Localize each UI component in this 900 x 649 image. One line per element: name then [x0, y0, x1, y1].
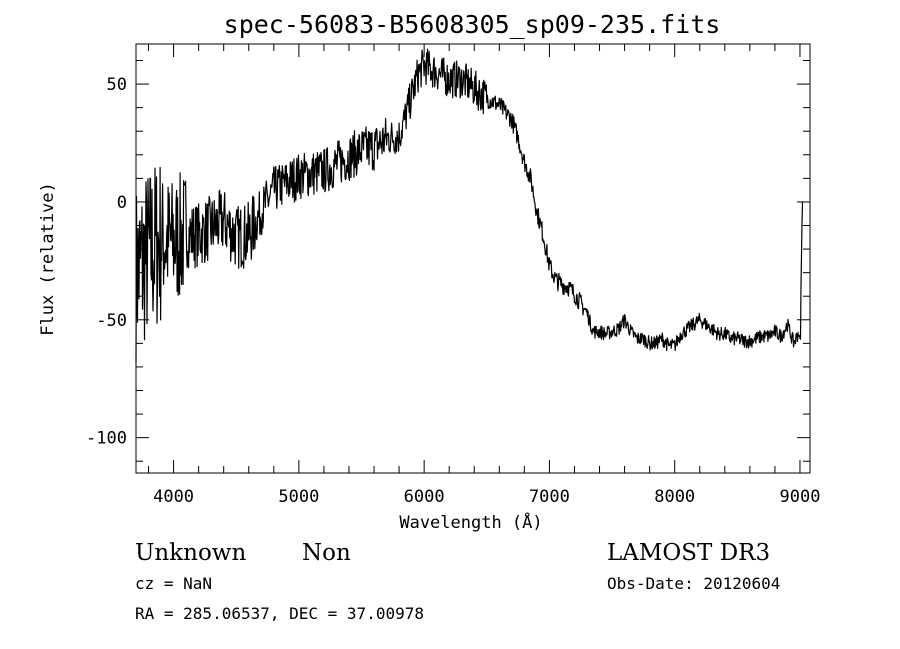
y-tick-label: 0	[117, 193, 127, 213]
x-tick-label: 7000	[529, 487, 570, 507]
survey-name: LAMOST DR3	[607, 540, 770, 566]
spectrum-line	[135, 48, 804, 363]
x-tick-label: 9000	[780, 487, 821, 507]
x-tick-label: 4000	[153, 487, 194, 507]
object-class: Unknown	[135, 540, 246, 566]
object-subclass: Non	[302, 540, 351, 566]
x-tick-label: 6000	[404, 487, 445, 507]
plot-frame	[135, 43, 811, 474]
y-axis-label: Flux (relative)	[38, 182, 58, 336]
y-tick-label: 50	[107, 75, 127, 95]
y-tick-label: -50	[96, 311, 127, 331]
axis-tick-labels: 4000 5000 6000 7000 8000 9000 -100 -50 0 50	[86, 75, 820, 507]
redshift-value: cz = NaN	[135, 574, 212, 593]
coordinates: RA = 285.06537, DEC = 37.00978	[135, 604, 424, 623]
chart-title: spec-56083-B5608305_sp09-235.fits	[224, 10, 721, 39]
plot-area: 4000 5000 6000 7000 8000 9000 -100 -50 0 50	[86, 43, 820, 507]
observation-date: Obs-Date: 20120604	[607, 574, 780, 593]
x-tick-label: 5000	[278, 487, 319, 507]
x-tick-label: 8000	[654, 487, 695, 507]
x-axis-label: Wavelength (Å)	[399, 511, 542, 533]
axis-ticks	[136, 44, 810, 473]
y-tick-label: -100	[86, 429, 127, 449]
